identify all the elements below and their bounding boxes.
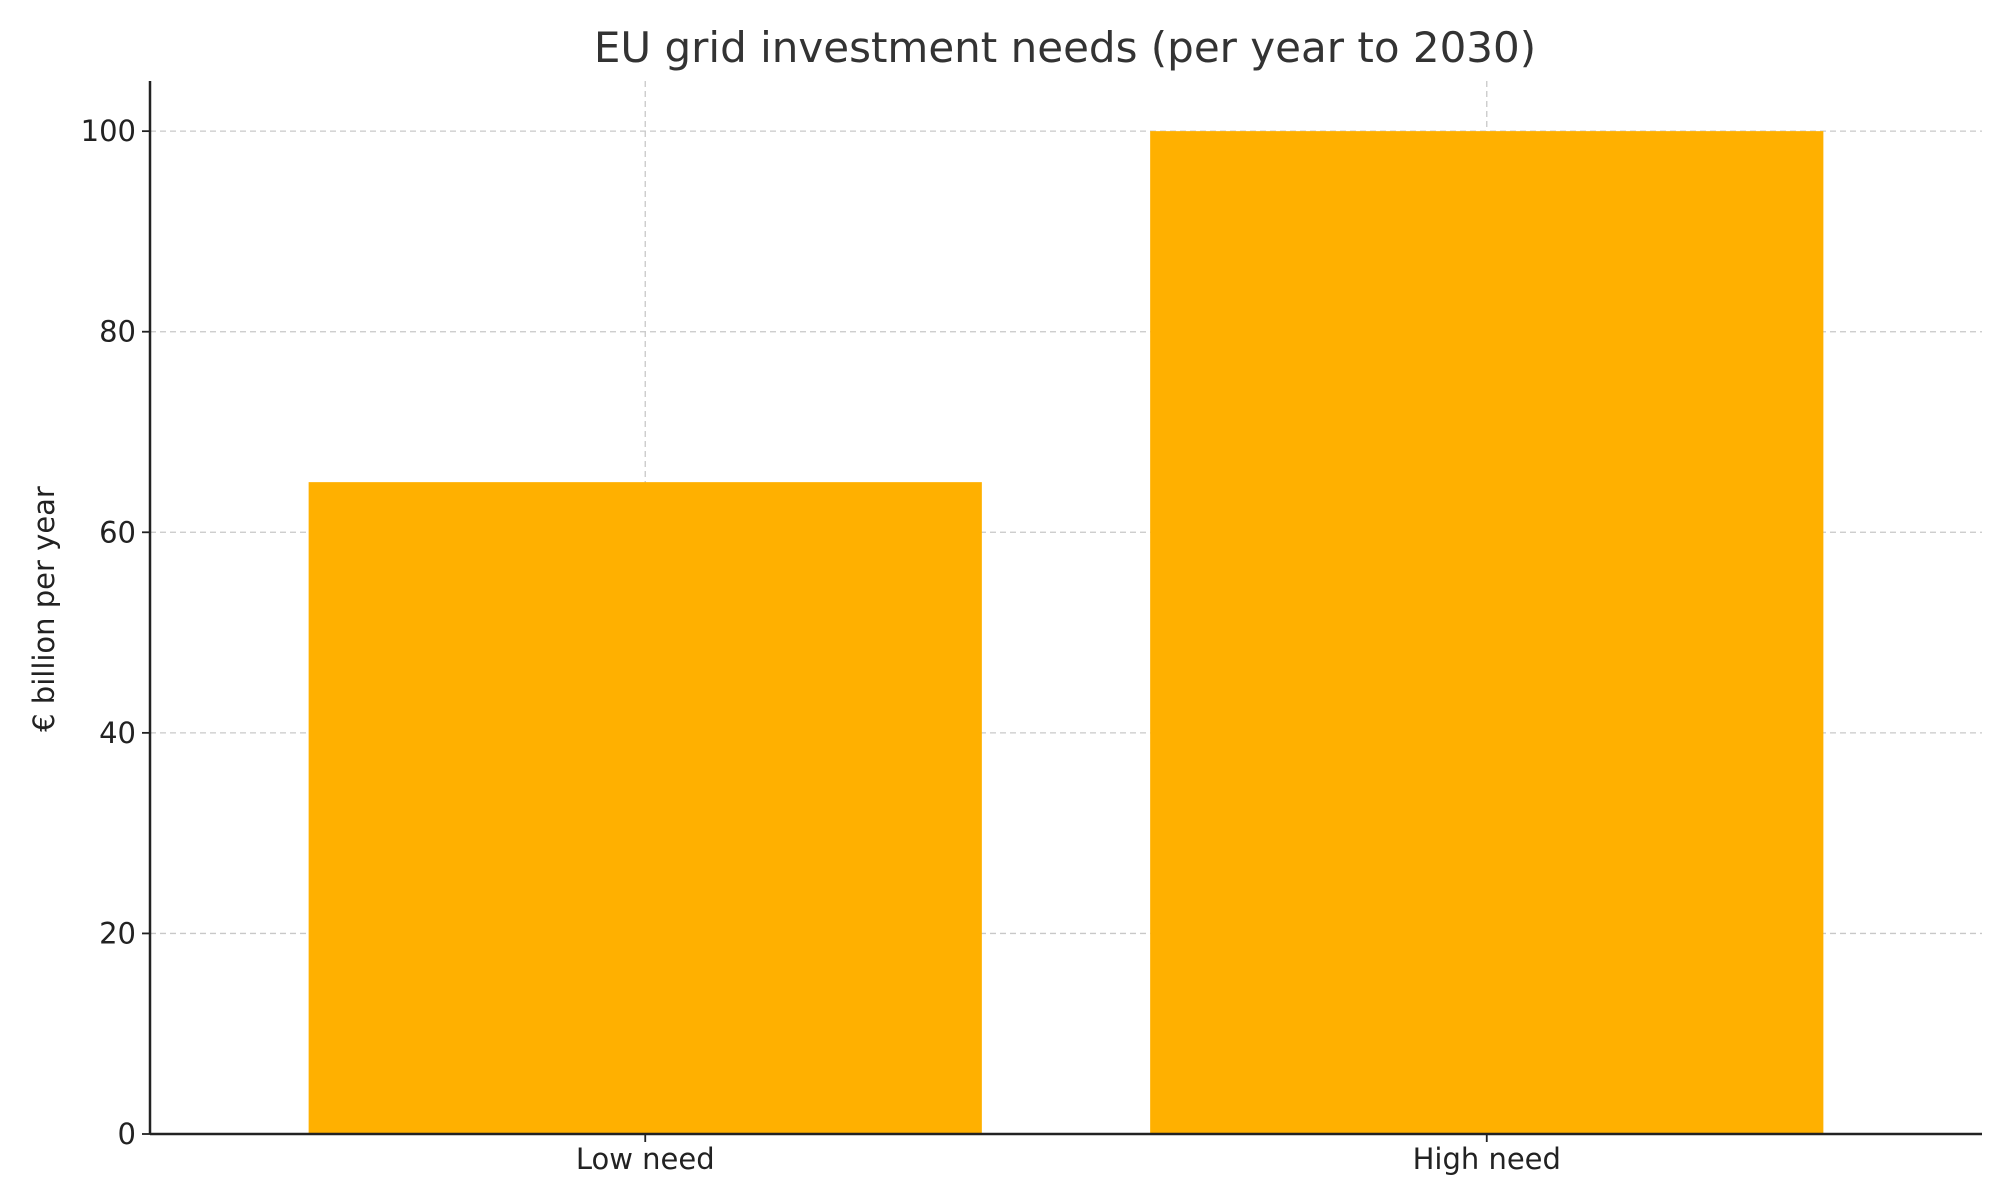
x-tick-label: High need bbox=[1413, 1142, 1561, 1176]
y-tick-label: 60 bbox=[99, 515, 136, 549]
y-axis-label: € billion per year bbox=[27, 486, 61, 732]
chart-title: EU grid investment needs (per year to 20… bbox=[594, 23, 1536, 72]
y-tick-label: 80 bbox=[99, 315, 136, 349]
axes-layer bbox=[148, 81, 1982, 1136]
y-tick-label: 0 bbox=[118, 1117, 136, 1151]
ticks-layer: 0 20 40 60 80 100 Low need High need bbox=[81, 114, 1561, 1176]
bar bbox=[308, 482, 982, 1135]
y-tick-label: 100 bbox=[81, 114, 136, 148]
y-tick-label: 40 bbox=[99, 716, 136, 750]
bar bbox=[1150, 131, 1824, 1135]
x-tick-label: Low need bbox=[576, 1142, 715, 1176]
y-tick-label: 20 bbox=[99, 916, 136, 950]
bars-layer bbox=[308, 131, 1824, 1135]
